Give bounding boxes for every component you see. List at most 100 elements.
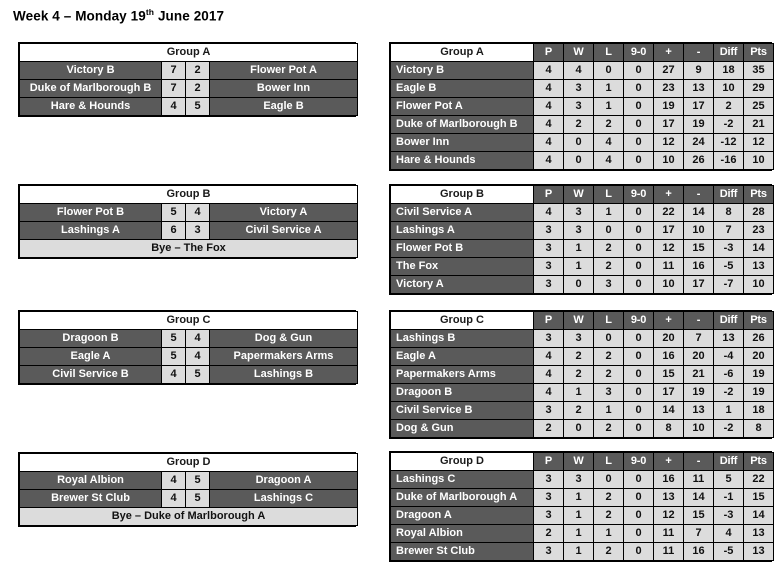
standings-row: Lashings C 3 3 0 0 16 11 5 22 bbox=[390, 470, 774, 489]
column-header-pts: Pts bbox=[743, 452, 774, 471]
away-team: Victory A bbox=[209, 203, 358, 222]
stat-l: 1 bbox=[593, 524, 624, 543]
column-header-pts: Pts bbox=[743, 43, 774, 62]
stat-w: 2 bbox=[563, 401, 594, 420]
standings-team-name: Hare & Hounds bbox=[390, 151, 534, 170]
stat-: 17 bbox=[653, 221, 684, 240]
stat-90: 0 bbox=[623, 61, 654, 80]
stat-diff: -2 bbox=[713, 383, 744, 402]
home-team: Civil Service B bbox=[19, 365, 162, 384]
stat-90: 0 bbox=[623, 275, 654, 294]
bye-label: Bye – Duke of Marlborough A bbox=[19, 507, 358, 526]
stat-l: 2 bbox=[593, 239, 624, 258]
standings-group-caption: Group A bbox=[390, 43, 534, 62]
standings-team-name: Eagle B bbox=[390, 79, 534, 98]
stat-l: 2 bbox=[593, 419, 624, 438]
stat-p: 4 bbox=[533, 347, 564, 366]
column-header-90: 9-0 bbox=[623, 43, 654, 62]
stat-diff: -2 bbox=[713, 419, 744, 438]
stat-diff: -3 bbox=[713, 239, 744, 258]
stat-l: 1 bbox=[593, 401, 624, 420]
fixture-row: Royal Albion 4 5 Dragoon A bbox=[19, 471, 358, 490]
standings-row: Papermakers Arms 4 2 2 0 15 21 -6 19 bbox=[390, 365, 774, 384]
stat-: 16 bbox=[653, 470, 684, 489]
stat-: 20 bbox=[653, 329, 684, 348]
standings-team-name: Civil Service B bbox=[390, 401, 534, 420]
fixture-row: Victory B 7 2 Flower Pot A bbox=[19, 61, 359, 80]
stat-l: 2 bbox=[593, 542, 624, 561]
column-header-l: L bbox=[593, 185, 624, 204]
stat-90: 0 bbox=[623, 488, 654, 507]
stat-p: 4 bbox=[533, 203, 564, 222]
column-header-: + bbox=[653, 311, 684, 330]
column-header-w: W bbox=[563, 311, 594, 330]
standings-header-row: Group B P W L 9-0 + - Diff Pts bbox=[390, 185, 774, 204]
standings-team-name: Duke of Marlborough B bbox=[390, 115, 534, 134]
stat-90: 0 bbox=[623, 365, 654, 384]
stat-: 7 bbox=[683, 524, 714, 543]
stat-pts: 22 bbox=[743, 470, 774, 489]
stat-: 10 bbox=[653, 151, 684, 170]
stat-pts: 29 bbox=[743, 79, 774, 98]
stat-p: 4 bbox=[533, 383, 564, 402]
stat-w: 0 bbox=[563, 275, 594, 294]
fixture-block-group-d: Group D Royal Albion 4 5 Dragoon A Brewer St … bbox=[18, 452, 358, 527]
away-score: 5 bbox=[185, 97, 210, 116]
standings-team-name: Dragoon B bbox=[390, 383, 534, 402]
home-team: Lashings A bbox=[19, 221, 162, 240]
stat-: 10 bbox=[683, 419, 714, 438]
stat-p: 3 bbox=[533, 221, 564, 240]
stat-90: 0 bbox=[623, 221, 654, 240]
away-team: Dog & Gun bbox=[209, 329, 358, 348]
stat-diff: -4 bbox=[713, 347, 744, 366]
fixture-caption-row: Group B bbox=[19, 185, 358, 204]
column-header-: - bbox=[683, 43, 714, 62]
column-header-: - bbox=[683, 452, 714, 471]
stat-: 19 bbox=[683, 115, 714, 134]
stat-90: 0 bbox=[623, 506, 654, 525]
stat-pts: 15 bbox=[743, 488, 774, 507]
away-team: Lashings B bbox=[209, 365, 358, 384]
stat-w: 1 bbox=[563, 542, 594, 561]
away-team: Papermakers Arms bbox=[209, 347, 358, 366]
home-team: Duke of Marlborough B bbox=[19, 79, 162, 98]
standings-row: Hare & Hounds 4 0 4 0 10 26 -16 10 bbox=[390, 151, 774, 170]
column-header-: + bbox=[653, 452, 684, 471]
stat-pts: 35 bbox=[743, 61, 774, 80]
fixture-row: Duke of Marlborough B 7 2 Bower Inn bbox=[19, 79, 359, 98]
away-score: 4 bbox=[185, 329, 210, 348]
stat-w: 0 bbox=[563, 419, 594, 438]
stat-90: 0 bbox=[623, 239, 654, 258]
column-header-: - bbox=[683, 185, 714, 204]
stat-l: 4 bbox=[593, 151, 624, 170]
standings-header-row: Group D P W L 9-0 + - Diff Pts bbox=[390, 452, 774, 471]
standings-team-name: Flower Pot A bbox=[390, 97, 534, 116]
standings-team-name: Dog & Gun bbox=[390, 419, 534, 438]
stat-diff: -7 bbox=[713, 275, 744, 294]
stat-w: 1 bbox=[563, 524, 594, 543]
standings-team-name: Civil Service A bbox=[390, 203, 534, 222]
column-header-p: P bbox=[533, 311, 564, 330]
stat-w: 0 bbox=[563, 151, 594, 170]
fixture-caption-row: Group D bbox=[19, 453, 358, 472]
standings-group-caption: Group B bbox=[390, 185, 534, 204]
stat-: 17 bbox=[683, 275, 714, 294]
stat-pts: 23 bbox=[743, 221, 774, 240]
stat-p: 4 bbox=[533, 79, 564, 98]
fixture-block-group-b: Group B Flower Pot B 5 4 Victory A Lashings A… bbox=[18, 184, 358, 259]
stat-w: 2 bbox=[563, 365, 594, 384]
stat-w: 3 bbox=[563, 97, 594, 116]
fixture-group-caption: Group B bbox=[19, 185, 358, 204]
fixture-row: Civil Service B 4 5 Lashings B bbox=[19, 365, 358, 384]
standings-team-name: Papermakers Arms bbox=[390, 365, 534, 384]
stat-l: 2 bbox=[593, 257, 624, 276]
stat-pts: 18 bbox=[743, 401, 774, 420]
home-score: 6 bbox=[161, 221, 186, 240]
stat-p: 2 bbox=[533, 524, 564, 543]
home-score: 4 bbox=[161, 471, 186, 490]
standings-group-caption: Group D bbox=[390, 452, 534, 471]
stat-diff: 2 bbox=[713, 97, 744, 116]
stat-90: 0 bbox=[623, 115, 654, 134]
column-header-diff: Diff bbox=[713, 185, 744, 204]
